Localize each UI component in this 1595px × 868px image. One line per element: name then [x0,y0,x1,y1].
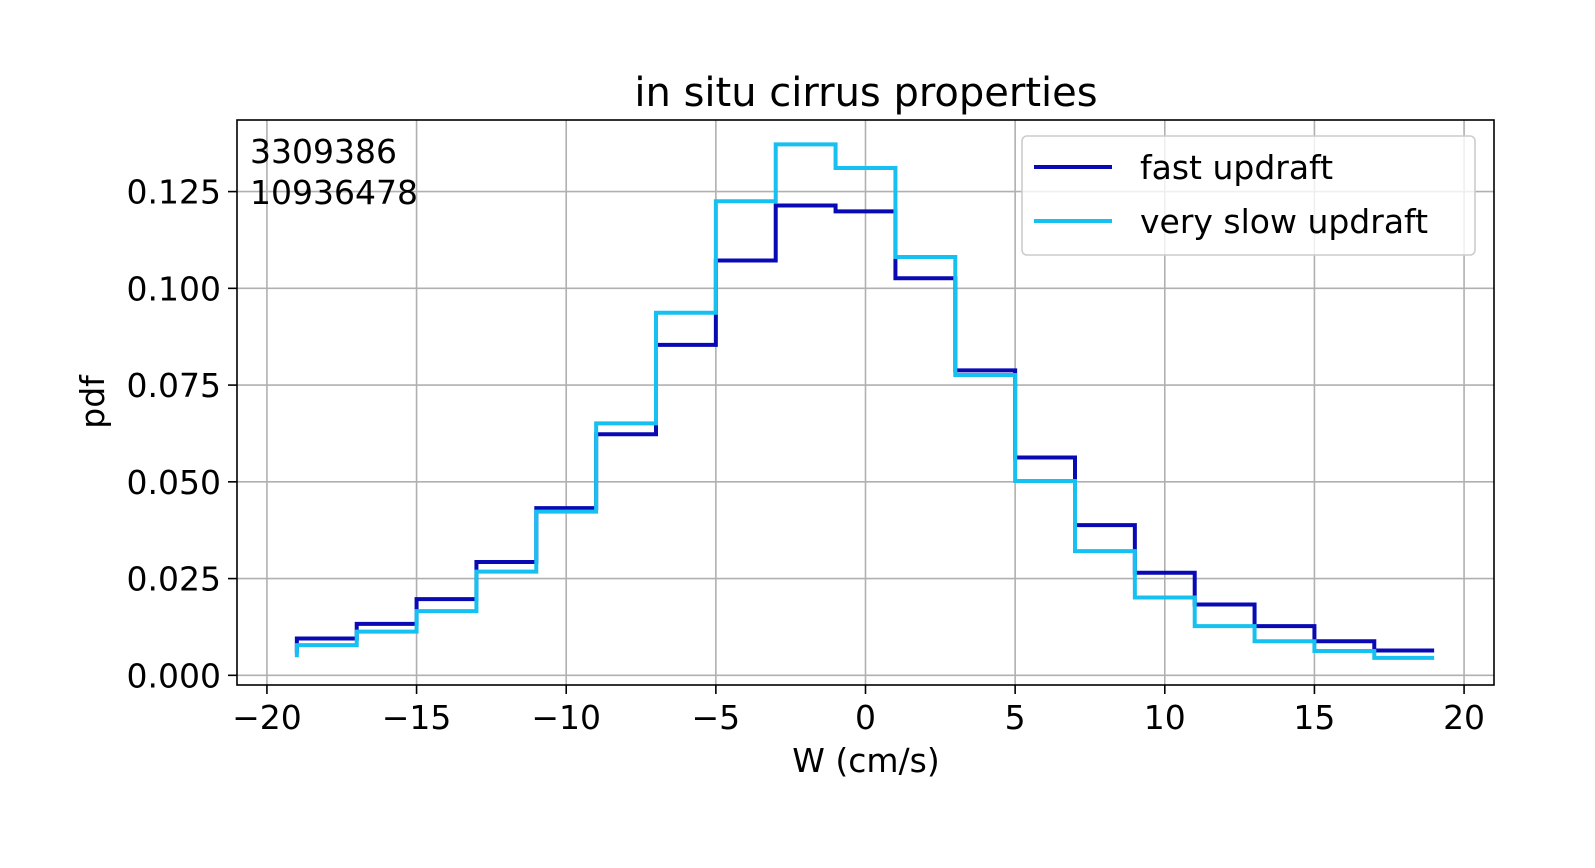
x-tick-label: −5 [692,698,741,737]
series-layer [294,142,1435,660]
series-very-slow-updraft [294,142,1435,660]
annotation-count-1: 3309386 [250,132,397,171]
x-tick-label: 0 [855,698,876,737]
y-axis: 0.000 0.025 0.050 0.075 0.100 0.125 [127,173,237,695]
x-axis: −20 −15 −10 −5 0 5 10 15 20 [232,685,1485,737]
y-tick-label: 0.000 [127,656,221,695]
legend-label-fast-updraft: fast updraft [1140,148,1333,187]
y-axis-label: pdf [73,374,112,429]
annotation-count-2: 10936478 [250,173,418,212]
legend-label-very-slow-updraft: very slow updraft [1140,202,1428,241]
x-tick-label: 10 [1144,698,1186,737]
y-tick-label: 0.050 [127,463,221,502]
x-tick-label: −15 [382,698,452,737]
legend: fast updraft very slow updraft [1021,135,1476,256]
x-tick-label: −10 [531,698,601,737]
x-tick-label: 5 [1005,698,1026,737]
y-tick-label: 0.025 [127,560,221,599]
x-axis-label: W (cm/s) [792,741,939,780]
y-tick-label: 0.125 [127,173,221,212]
x-tick-label: 20 [1443,698,1485,737]
y-tick-label: 0.075 [127,366,221,405]
chart-title: in situ cirrus properties [634,70,1097,116]
x-tick-label: 15 [1293,698,1335,737]
legend-box [1021,135,1476,256]
x-tick-label: −20 [232,698,302,737]
series-line [294,142,1435,660]
y-tick-label: 0.100 [127,269,221,308]
